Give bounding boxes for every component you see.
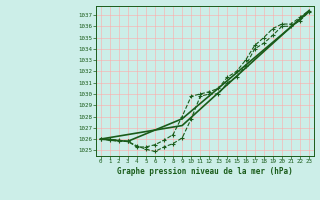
X-axis label: Graphe pression niveau de la mer (hPa): Graphe pression niveau de la mer (hPa) [117,167,293,176]
